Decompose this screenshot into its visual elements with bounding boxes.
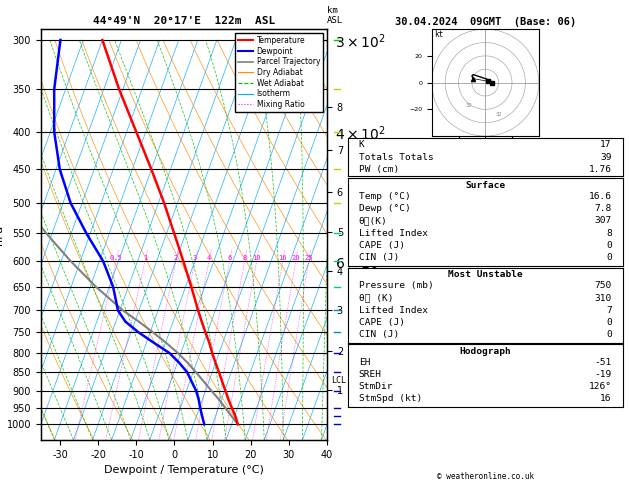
Text: km
ASL: km ASL bbox=[327, 6, 343, 25]
Text: 20: 20 bbox=[291, 255, 300, 261]
Text: StmSpd (kt): StmSpd (kt) bbox=[359, 394, 422, 403]
Text: 7.8: 7.8 bbox=[594, 204, 612, 213]
X-axis label: Dewpoint / Temperature (°C): Dewpoint / Temperature (°C) bbox=[104, 465, 264, 475]
Text: kt: kt bbox=[435, 30, 443, 39]
Text: SREH: SREH bbox=[359, 370, 382, 379]
Text: 7: 7 bbox=[606, 306, 612, 314]
Text: 39: 39 bbox=[600, 153, 612, 161]
Text: θᴇ (K): θᴇ (K) bbox=[359, 294, 393, 302]
Text: CIN (J): CIN (J) bbox=[359, 330, 399, 339]
Text: 32: 32 bbox=[465, 103, 472, 108]
Text: 307: 307 bbox=[594, 216, 612, 226]
Text: 310: 310 bbox=[594, 294, 612, 302]
Text: 2: 2 bbox=[174, 255, 178, 261]
Text: Lifted Index: Lifted Index bbox=[359, 228, 428, 238]
Text: 6: 6 bbox=[228, 255, 231, 261]
Text: LCL: LCL bbox=[331, 377, 346, 385]
Text: 750: 750 bbox=[594, 281, 612, 290]
Text: 4: 4 bbox=[207, 255, 211, 261]
Text: 1.76: 1.76 bbox=[589, 165, 612, 174]
Text: EH: EH bbox=[359, 358, 370, 367]
Text: 25: 25 bbox=[304, 255, 313, 261]
Text: 30.04.2024  09GMT  (Base: 06): 30.04.2024 09GMT (Base: 06) bbox=[394, 17, 576, 27]
Text: 17: 17 bbox=[600, 140, 612, 149]
Text: 126°: 126° bbox=[589, 382, 612, 391]
Text: 32: 32 bbox=[496, 112, 503, 117]
Text: Temp (°C): Temp (°C) bbox=[359, 192, 411, 201]
Text: Hodograph: Hodograph bbox=[459, 347, 511, 356]
Text: -19: -19 bbox=[594, 370, 612, 379]
Y-axis label: hPa: hPa bbox=[0, 225, 4, 244]
Text: 3: 3 bbox=[193, 255, 197, 261]
Text: 0: 0 bbox=[606, 318, 612, 327]
Text: StmDir: StmDir bbox=[359, 382, 393, 391]
Text: Lifted Index: Lifted Index bbox=[359, 306, 428, 314]
Text: θᴇ(K): θᴇ(K) bbox=[359, 216, 387, 226]
Text: 1: 1 bbox=[143, 255, 147, 261]
Text: 8: 8 bbox=[606, 228, 612, 238]
Text: CIN (J): CIN (J) bbox=[359, 253, 399, 262]
Text: Pressure (mb): Pressure (mb) bbox=[359, 281, 433, 290]
Text: PW (cm): PW (cm) bbox=[359, 165, 399, 174]
Text: 0: 0 bbox=[606, 253, 612, 262]
Title: 44°49'N  20°17'E  122m  ASL: 44°49'N 20°17'E 122m ASL bbox=[93, 16, 275, 26]
Text: 16.6: 16.6 bbox=[589, 192, 612, 201]
Text: K: K bbox=[359, 140, 365, 149]
Legend: Temperature, Dewpoint, Parcel Trajectory, Dry Adiabat, Wet Adiabat, Isotherm, Mi: Temperature, Dewpoint, Parcel Trajectory… bbox=[235, 33, 323, 112]
Text: -51: -51 bbox=[594, 358, 612, 367]
Text: 0.5: 0.5 bbox=[109, 255, 123, 261]
Text: 16: 16 bbox=[600, 394, 612, 403]
Text: 0: 0 bbox=[606, 241, 612, 250]
Text: 8: 8 bbox=[243, 255, 247, 261]
Text: 10: 10 bbox=[252, 255, 261, 261]
Text: Most Unstable: Most Unstable bbox=[448, 270, 523, 279]
Text: © weatheronline.co.uk: © weatheronline.co.uk bbox=[437, 472, 534, 481]
Text: Surface: Surface bbox=[465, 181, 505, 190]
Text: Dewp (°C): Dewp (°C) bbox=[359, 204, 411, 213]
Text: CAPE (J): CAPE (J) bbox=[359, 241, 405, 250]
Text: 0: 0 bbox=[606, 330, 612, 339]
Text: CAPE (J): CAPE (J) bbox=[359, 318, 405, 327]
Text: 16: 16 bbox=[279, 255, 287, 261]
Text: Totals Totals: Totals Totals bbox=[359, 153, 433, 161]
